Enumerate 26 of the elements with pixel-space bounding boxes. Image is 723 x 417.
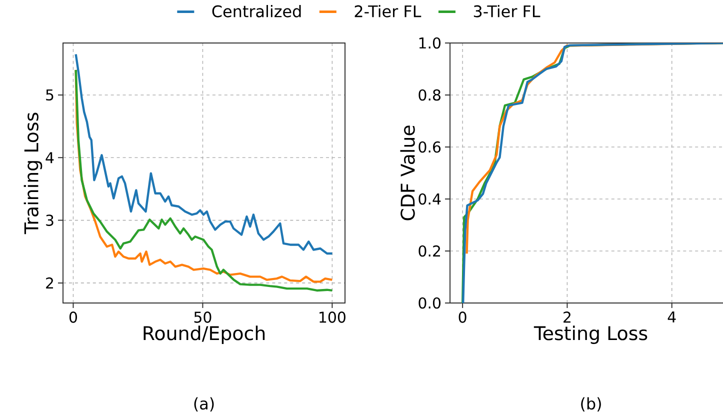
legend-label: 2-Tier FL <box>354 4 422 18</box>
x-tick-label: 50 <box>194 312 212 323</box>
x-tick-label: 100 <box>320 312 346 323</box>
legend-label: Centralized <box>212 4 301 18</box>
y-tick-label: 0.4 <box>418 193 441 205</box>
text: (b) <box>581 397 601 412</box>
x-tick-label: 0 <box>69 312 77 323</box>
y-tick-label: 2 <box>46 277 53 288</box>
y-tick-label: 0.0 <box>418 297 440 309</box>
y-tick-label: 3 <box>46 214 54 226</box>
x-axis-title: Round/Epoch <box>144 326 265 344</box>
x-tick-label: 0 <box>458 312 466 323</box>
legend-label: 3-Tier FL <box>474 4 540 18</box>
y-tick-label: 4 <box>46 152 54 164</box>
y-tick-label: 0.6 <box>418 141 441 153</box>
x-tick-label: 2 <box>564 312 570 323</box>
y-tick-label: 1.0 <box>419 37 440 49</box>
y-axis-title: CDF Value <box>400 126 415 220</box>
y-tick-label: 5 <box>46 89 54 101</box>
text: (a) <box>194 397 214 412</box>
line-series <box>74 53 334 255</box>
y-axis-title: Training Loss <box>24 112 42 234</box>
y-tick-label: 0.8 <box>418 89 440 101</box>
y-tick-label: 0.2 <box>418 245 440 257</box>
x-axis-title: Testing Loss <box>534 326 648 344</box>
x-tick-label: 4 <box>668 312 676 322</box>
